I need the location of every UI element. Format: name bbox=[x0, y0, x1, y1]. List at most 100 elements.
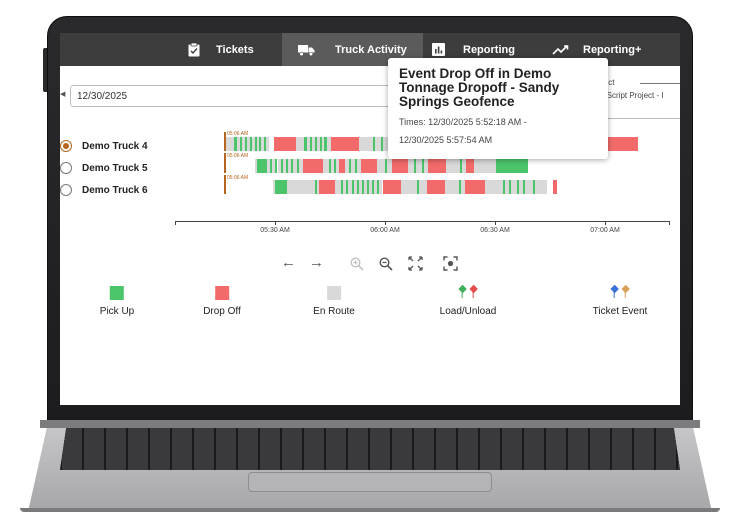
timeline-segment-gray[interactable] bbox=[287, 180, 315, 194]
timeline-segment-green[interactable] bbox=[264, 137, 266, 151]
timeline-segment-red[interactable] bbox=[606, 137, 638, 151]
project-select[interactable]: ject o Script Project - I bbox=[580, 78, 680, 120]
timeline-segment-green[interactable] bbox=[281, 159, 283, 173]
timeline-segment-green[interactable] bbox=[349, 159, 351, 173]
timeline-segment-gray[interactable] bbox=[408, 159, 414, 173]
timeline-segment-red[interactable] bbox=[465, 180, 485, 194]
radio[interactable] bbox=[60, 184, 72, 196]
timeline-segment-gray[interactable] bbox=[266, 137, 269, 151]
timeline-segment-gray[interactable] bbox=[461, 180, 465, 194]
timeline-segment-green[interactable] bbox=[533, 180, 535, 194]
timeline-segment-gray[interactable] bbox=[307, 137, 310, 151]
nav-tickets[interactable]: Tickets bbox=[188, 33, 254, 66]
timeline-segment-green[interactable] bbox=[496, 159, 528, 173]
timeline-segment-gray[interactable] bbox=[323, 159, 329, 173]
timeline-segment-red[interactable] bbox=[303, 159, 323, 173]
timeline-segment-red[interactable] bbox=[339, 159, 345, 173]
timeline-segment-gray[interactable] bbox=[261, 137, 264, 151]
timeline-segment-green[interactable] bbox=[381, 137, 383, 151]
timeline-segment-gray[interactable] bbox=[525, 180, 533, 194]
timeline-segment-gray[interactable] bbox=[255, 159, 257, 173]
timeline-segment-gray[interactable] bbox=[359, 137, 373, 151]
timeline-segment-red[interactable] bbox=[361, 159, 377, 173]
timeline-segment-gray[interactable] bbox=[237, 137, 240, 151]
timeline-segment-gray[interactable] bbox=[474, 159, 496, 173]
zoom-in-icon[interactable] bbox=[350, 257, 364, 271]
timeline-segment-gray[interactable] bbox=[446, 159, 460, 173]
timeline-segment-green[interactable] bbox=[245, 137, 247, 151]
timeline-segment-green[interactable] bbox=[414, 159, 416, 173]
date-prev-arrow[interactable]: ◀ bbox=[60, 91, 66, 98]
timeline-segment-green[interactable] bbox=[286, 159, 288, 173]
timeline-segment-gray[interactable] bbox=[351, 159, 355, 173]
timeline-segment-green[interactable] bbox=[310, 137, 312, 151]
timeline-segment-green[interactable] bbox=[329, 159, 331, 173]
timeline-segment-green[interactable] bbox=[503, 180, 505, 194]
timeline-segment-red[interactable] bbox=[383, 180, 401, 194]
timeline-segment-green[interactable] bbox=[385, 159, 387, 173]
timeline-segment-green[interactable] bbox=[367, 180, 369, 194]
timeline-segment-gray[interactable] bbox=[327, 137, 331, 151]
timeline-segment-gray[interactable] bbox=[387, 159, 392, 173]
timeline-segment-gray[interactable] bbox=[505, 180, 509, 194]
timeline-segment-green[interactable] bbox=[320, 137, 322, 151]
timeline-segment-green[interactable] bbox=[352, 180, 354, 194]
timeline-segment-red[interactable] bbox=[428, 159, 446, 173]
timeline-segment-gray[interactable] bbox=[293, 159, 297, 173]
timeline-segment-gray[interactable] bbox=[272, 159, 275, 173]
timeline-segment-red[interactable] bbox=[392, 159, 408, 173]
timeline-segment-gray[interactable] bbox=[336, 159, 339, 173]
timeline-segment-gray[interactable] bbox=[511, 180, 517, 194]
timeline-segment-gray[interactable] bbox=[419, 180, 427, 194]
timeline-segment-gray[interactable] bbox=[535, 180, 547, 194]
timeline-segment-gray[interactable] bbox=[364, 180, 367, 194]
timeline-segment-red[interactable] bbox=[466, 159, 474, 173]
timeline-segment-gray[interactable] bbox=[354, 180, 357, 194]
timeline-segment-red[interactable] bbox=[427, 180, 445, 194]
timeline-segment-gray[interactable] bbox=[331, 159, 334, 173]
timeline-segment-green[interactable] bbox=[257, 159, 267, 173]
date-picker[interactable]: 12/30/2025 bbox=[70, 85, 410, 107]
timeline-segment-green[interactable] bbox=[346, 180, 348, 194]
timeline-segment-red[interactable] bbox=[274, 137, 296, 151]
timeline-segment-gray[interactable] bbox=[257, 137, 259, 151]
timeline-segment-green[interactable] bbox=[275, 159, 277, 173]
focus-icon[interactable] bbox=[443, 256, 458, 271]
timeline-segment-gray[interactable] bbox=[317, 180, 319, 194]
timeline-segment-red[interactable] bbox=[553, 180, 557, 194]
timeline-segment-green[interactable] bbox=[234, 137, 237, 151]
timeline-segment-gray[interactable] bbox=[374, 180, 377, 194]
timeline-segment-green[interactable] bbox=[417, 180, 419, 194]
timeline-segment-green[interactable] bbox=[259, 137, 261, 151]
truck-option-5[interactable]: Demo Truck 5 bbox=[60, 159, 148, 177]
truck-option-4[interactable]: Demo Truck 4 bbox=[60, 137, 148, 155]
timeline-segment-gray[interactable] bbox=[485, 180, 503, 194]
timeline-segment-gray[interactable] bbox=[322, 137, 324, 151]
timeline-segment-gray[interactable] bbox=[288, 159, 291, 173]
timeline-segment-green[interactable] bbox=[304, 137, 307, 151]
timeline-segment-gray[interactable] bbox=[317, 137, 320, 151]
timeline-segment-gray[interactable] bbox=[379, 180, 382, 194]
timeline-segment-gray[interactable] bbox=[242, 137, 245, 151]
timeline-segment-red[interactable] bbox=[331, 137, 359, 151]
timeline-segment-gray[interactable] bbox=[348, 180, 352, 194]
timeline-segment-green[interactable] bbox=[275, 180, 287, 194]
timeline-segment-gray[interactable] bbox=[247, 137, 250, 151]
timeline-segment-green[interactable] bbox=[362, 180, 364, 194]
radio[interactable] bbox=[60, 162, 72, 174]
timeline-segment-gray[interactable] bbox=[273, 180, 275, 194]
timeline-segment-gray[interactable] bbox=[462, 159, 466, 173]
timeline-segment-gray[interactable] bbox=[519, 180, 523, 194]
zoom-out-icon[interactable] bbox=[379, 257, 393, 271]
nav-reporting-plus[interactable]: Reporting+ bbox=[552, 33, 641, 66]
timeline-segment-gray[interactable] bbox=[267, 159, 270, 173]
fit-to-screen-icon[interactable] bbox=[408, 256, 423, 271]
timeline-segment-green[interactable] bbox=[315, 137, 317, 151]
timeline-segment-green[interactable] bbox=[341, 180, 343, 194]
timeline-segment-green[interactable] bbox=[517, 180, 519, 194]
timeline-segment-green[interactable] bbox=[357, 180, 359, 194]
timeline-segment-green[interactable] bbox=[373, 137, 375, 151]
timeline-segment-gray[interactable] bbox=[299, 159, 303, 173]
timeline-segment-green[interactable] bbox=[509, 180, 511, 194]
timeline-segment-gray[interactable] bbox=[343, 180, 346, 194]
